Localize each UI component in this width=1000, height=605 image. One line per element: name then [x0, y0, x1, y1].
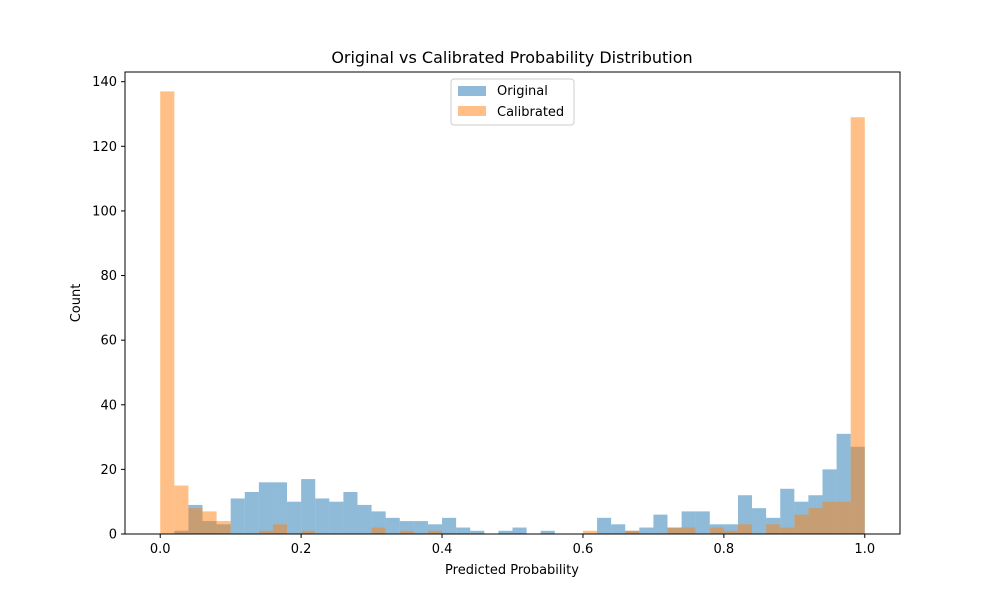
y-tick-label: 120: [92, 140, 117, 155]
bar-original-bin-44: [780, 488, 795, 534]
y-axis: 0 20 40 60 80 100 120 140: [92, 75, 125, 543]
plot-frame: [124, 71, 901, 535]
bar-calibrated-bin-41: [737, 524, 753, 534]
y-tick-label: 140: [92, 75, 117, 90]
bar-calibrated-bin-40: [723, 530, 738, 534]
bar-original-bin-5: [230, 498, 245, 534]
bar-calibrated-bin-10: [301, 530, 316, 534]
bar-original-bin-9: [287, 501, 302, 534]
bar-calibrated-bin-45: [794, 514, 809, 534]
y-tick-label: 40: [100, 398, 117, 413]
bar-original-bin-20: [442, 517, 457, 534]
bar-original-bin-24: [498, 530, 513, 534]
bar-original-bin-16: [385, 517, 400, 534]
bar-original-bin-34: [639, 527, 654, 534]
x-tick-label: 0.4: [432, 542, 453, 557]
bar-original-bin-22: [470, 530, 485, 534]
bar-original-bin-38: [695, 511, 710, 534]
bar-calibrated-bin-43: [766, 524, 781, 534]
bar-calibrated-bin-44: [780, 527, 795, 534]
bar-original-bin-6: [244, 492, 259, 534]
bar-calibrated-bin-33: [625, 530, 640, 534]
x-axis-label: Predicted Probability: [445, 563, 579, 578]
bar-calibrated-bin-39: [709, 527, 724, 534]
bar-original-bin-10: [301, 479, 316, 534]
bar-original-bin-32: [611, 524, 626, 534]
x-axis: 0.0 0.2 0.4 0.6 0.8 1.0: [150, 534, 875, 557]
bars-layer: [160, 91, 865, 534]
bar-calibrated-bin-1: [174, 485, 189, 534]
legend-label-original: Original: [497, 84, 548, 99]
bar-calibrated-bin-2: [188, 508, 203, 534]
bar-original-bin-27: [540, 530, 555, 534]
bar-original-bin-18: [413, 521, 428, 534]
bar-calibrated-bin-15: [371, 527, 386, 534]
bar-original-bin-7: [258, 482, 273, 534]
bar-original-bin-31: [597, 517, 612, 534]
bar-calibrated-bin-46: [808, 508, 823, 534]
x-tick-label: 0.2: [291, 542, 312, 557]
bar-original-bin-21: [456, 527, 471, 534]
y-axis-label: Count: [69, 284, 84, 323]
x-tick-label: 0.0: [150, 542, 171, 557]
bar-original-bin-8: [272, 482, 288, 534]
y-tick-label: 80: [100, 269, 117, 284]
y-tick-label: 20: [100, 463, 117, 478]
chart-title: Original vs Calibrated Probability Distr…: [331, 48, 692, 67]
y-tick-label: 0: [109, 528, 117, 543]
bar-original-bin-35: [653, 514, 668, 534]
bar-calibrated-bin-48: [836, 501, 851, 534]
bar-original-bin-12: [329, 501, 344, 534]
bar-calibrated-bin-0: [160, 91, 175, 534]
y-tick-label: 100: [92, 204, 117, 219]
legend: Original Calibrated: [450, 78, 575, 126]
bar-original-bin-25: [512, 527, 527, 534]
bar-original-bin-13: [343, 492, 358, 534]
bar-original-bin-19: [427, 524, 443, 534]
x-tick-label: 0.8: [714, 542, 735, 557]
bar-calibrated-bin-47: [822, 501, 837, 534]
bar-original-bin-11: [315, 498, 330, 534]
bar-calibrated-bin-30: [582, 530, 598, 534]
bar-original-bin-14: [357, 504, 372, 534]
bar-original-bin-40: [723, 524, 738, 534]
x-tick-label: 0.6: [573, 542, 594, 557]
bar-calibrated-bin-49: [850, 117, 865, 534]
bar-calibrated-bin-37: [681, 527, 696, 534]
x-tick-label: 1.0: [854, 542, 875, 557]
legend-swatch-calibrated: [458, 106, 486, 116]
bar-calibrated-bin-7: [258, 530, 273, 534]
y-tick-label: 60: [100, 334, 117, 349]
bar-calibrated-bin-19: [427, 530, 443, 534]
bar-calibrated-bin-36: [667, 527, 682, 534]
bar-calibrated-bin-4: [216, 521, 231, 534]
bar-calibrated-bin-3: [202, 511, 217, 534]
legend-label-calibrated: Calibrated: [497, 105, 564, 120]
bar-calibrated-bin-17: [399, 530, 414, 534]
bar-original-bin-42: [752, 508, 767, 534]
legend-swatch-original: [458, 86, 486, 96]
bar-calibrated-bin-8: [272, 524, 288, 534]
